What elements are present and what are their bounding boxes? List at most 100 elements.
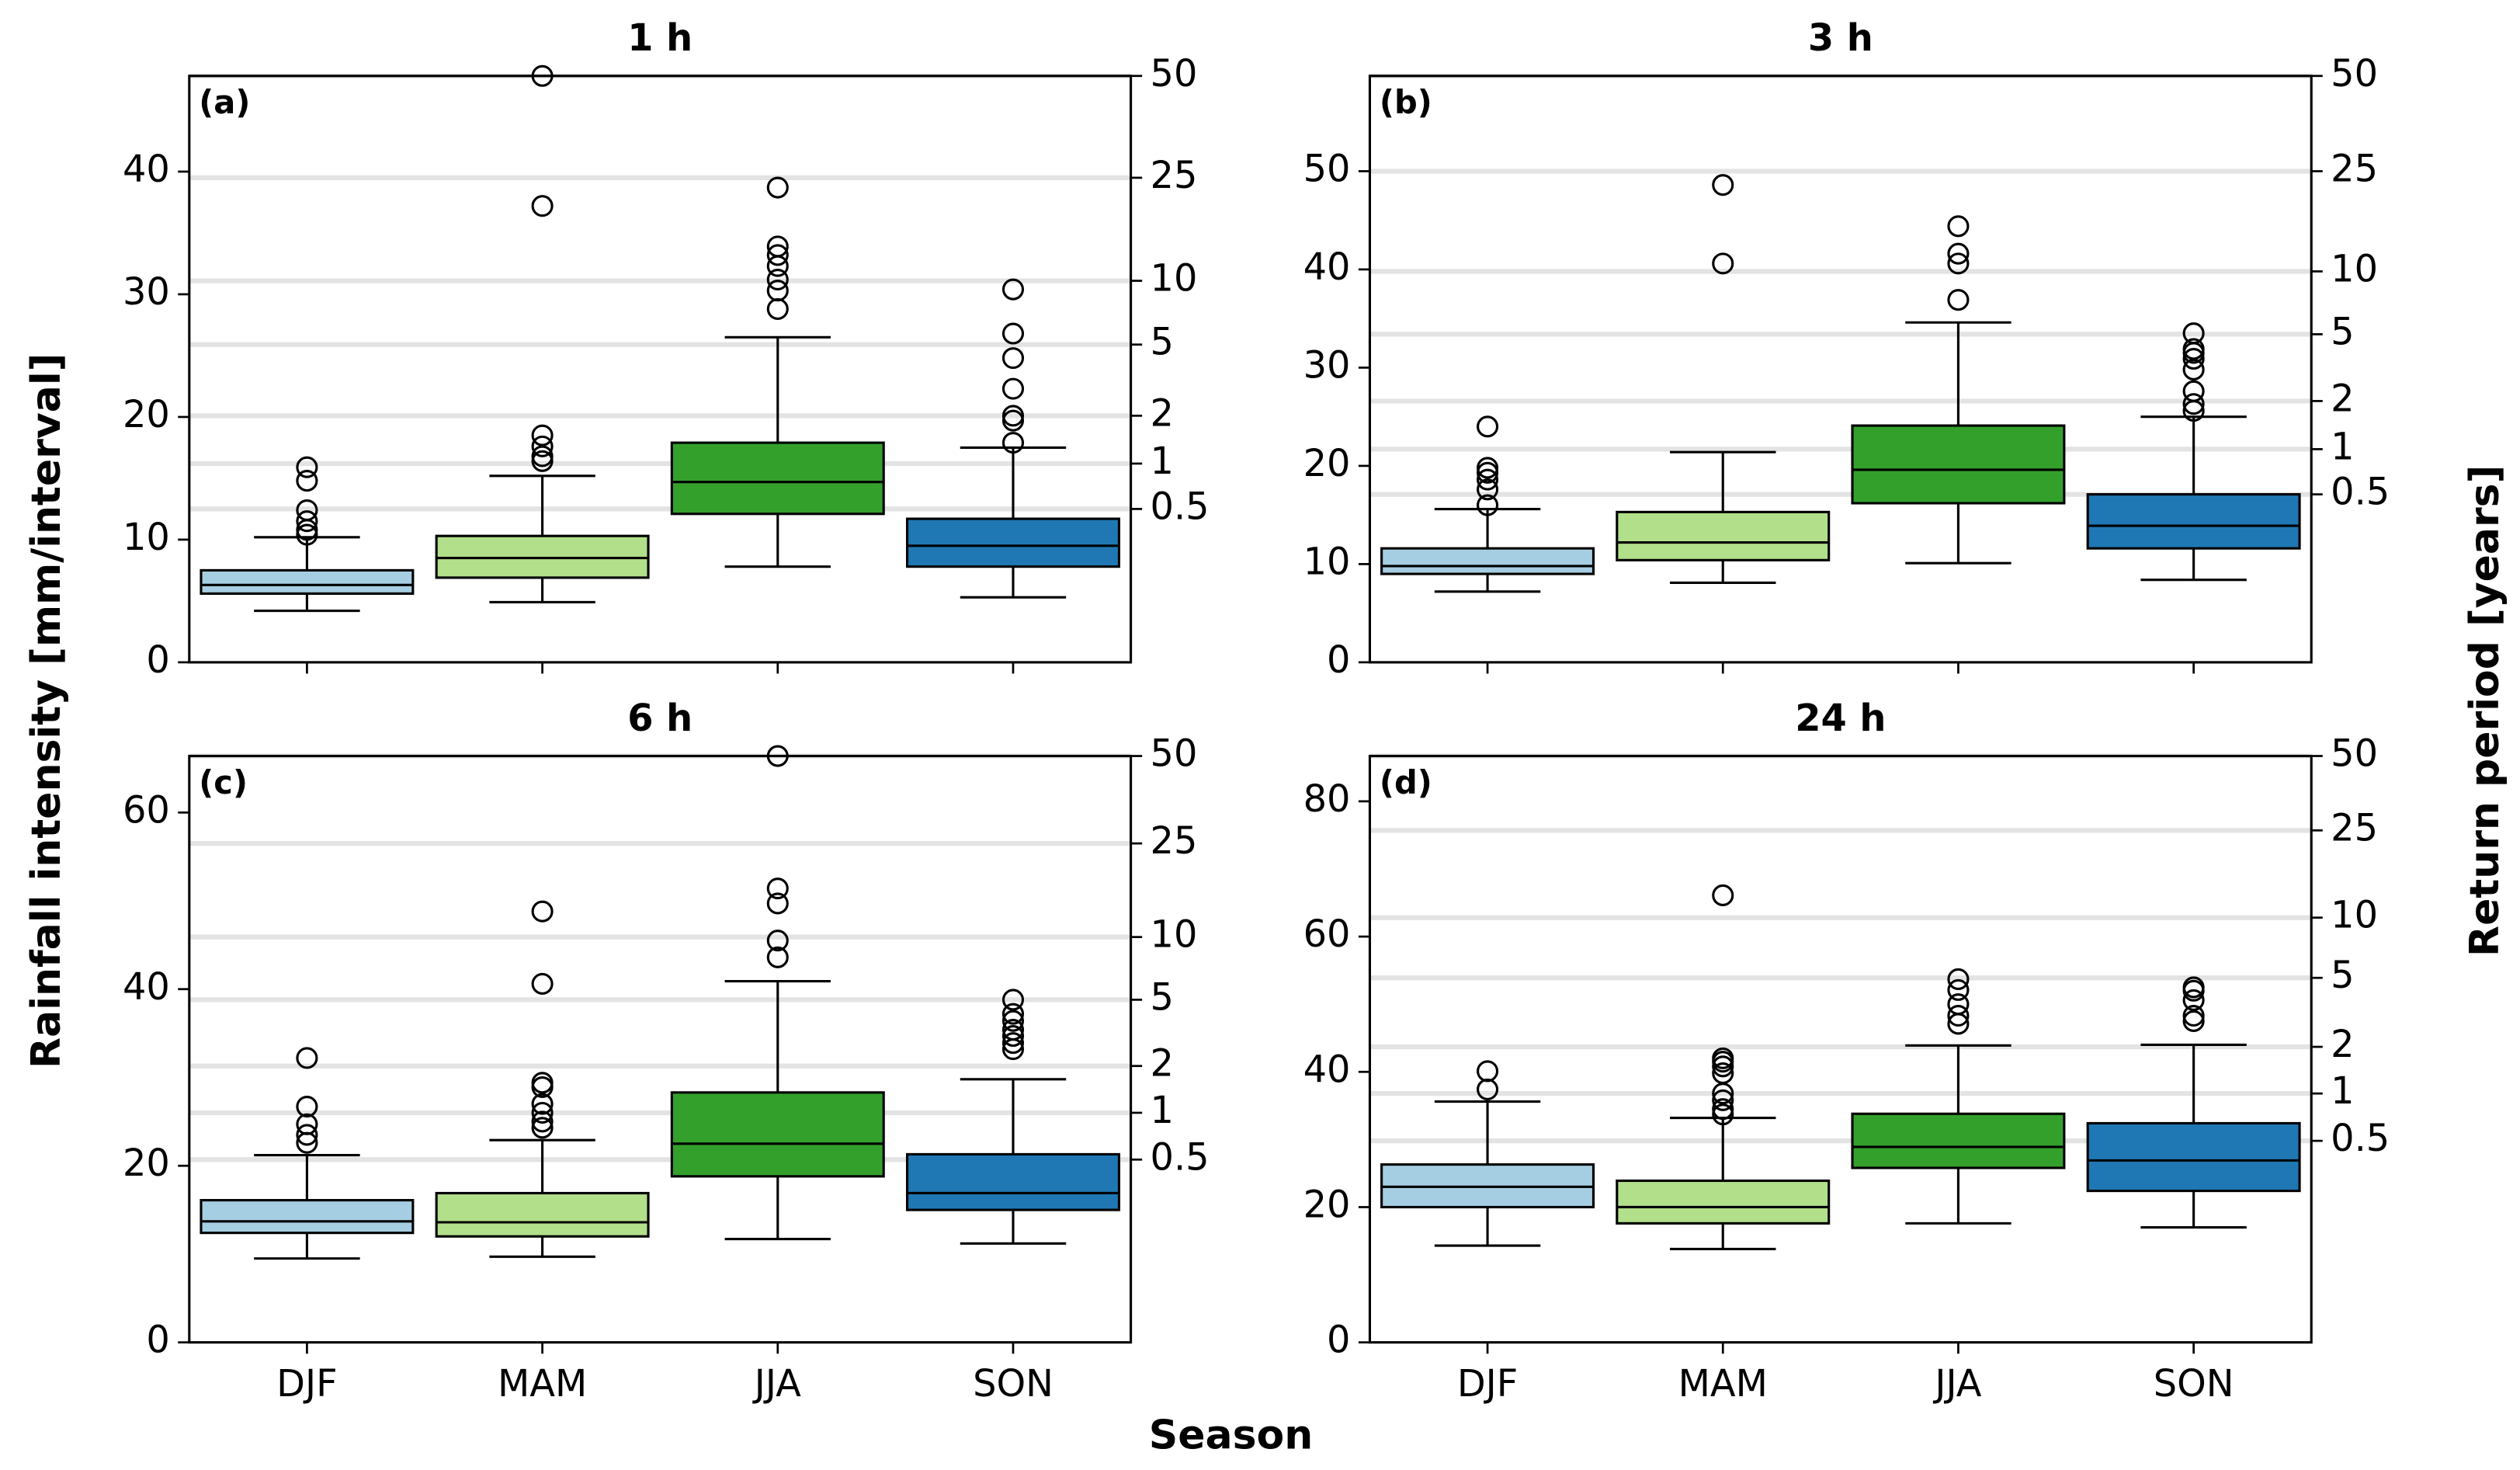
box <box>2086 1121 2301 1193</box>
flier <box>1001 1019 1025 1041</box>
x-tick-label: MAM <box>498 1363 587 1406</box>
x-tick-label: DJF <box>276 1363 337 1406</box>
x-tick-label: SON <box>2154 1363 2234 1406</box>
y2-tick-label: 5 <box>2331 311 2354 353</box>
y2-tick-label: 10 <box>1151 258 1198 301</box>
panel-label: (a) <box>199 83 250 121</box>
y2-tick-label: 1 <box>1151 1089 1174 1132</box>
y2-tick-label: 25 <box>1151 820 1198 863</box>
flier <box>296 1124 318 1146</box>
panel-label: (d) <box>1380 763 1432 801</box>
y2-axis-label: Return period [years] <box>2462 465 2508 957</box>
x-tick-label: JJA <box>752 1363 801 1406</box>
flier <box>1001 1032 1025 1055</box>
y2-tick-label: 50 <box>2331 53 2378 96</box>
box <box>1616 1179 1831 1225</box>
flier <box>766 930 789 952</box>
flier <box>766 892 789 915</box>
y2-tick-label: 0.5 <box>2331 471 2390 514</box>
y-tick-label: 0 <box>1327 1319 1350 1362</box>
flier <box>1477 1078 1499 1100</box>
y2-tick-label: 25 <box>1151 155 1198 197</box>
flier <box>1001 432 1025 454</box>
y2-tick-label: 10 <box>2331 895 2378 937</box>
y2-tick-label: 0.5 <box>1151 1136 1210 1179</box>
y-tick-label: 60 <box>1303 913 1351 956</box>
flier <box>531 195 554 217</box>
flier <box>1947 978 1970 1001</box>
flier <box>531 900 554 923</box>
x-tick-label: JJA <box>1932 1363 1981 1406</box>
flier <box>1947 252 1970 275</box>
y-tick-label: 20 <box>1303 443 1351 485</box>
flier <box>766 946 789 968</box>
flier <box>2182 1004 2205 1027</box>
flier <box>1712 174 1734 196</box>
box <box>435 534 650 579</box>
flier <box>1712 884 1734 907</box>
flier <box>2182 348 2205 370</box>
flier <box>2182 393 2205 415</box>
box <box>435 1191 650 1238</box>
y-tick-label: 60 <box>123 789 170 832</box>
flier <box>1001 347 1025 370</box>
flier <box>2182 989 2205 1011</box>
box <box>1851 424 2066 505</box>
y2-tick-label: 2 <box>2331 1023 2354 1066</box>
flier <box>1712 252 1734 275</box>
flier <box>2182 380 2205 402</box>
y-tick-label: 40 <box>123 966 170 1009</box>
flier <box>766 235 789 258</box>
flier <box>766 244 789 266</box>
x-tick-label: MAM <box>1678 1363 1768 1406</box>
flier <box>2182 322 2205 345</box>
flier <box>1477 457 1499 479</box>
x-tick-label: SON <box>973 1363 1053 1406</box>
box <box>1851 1112 2066 1169</box>
flier <box>766 877 789 900</box>
y-axis-label: Rainfall intensity [mm/interval] <box>23 353 70 1069</box>
y2-tick-label: 50 <box>1151 53 1198 96</box>
flier <box>296 499 318 522</box>
y-tick-label: 20 <box>123 1142 170 1185</box>
y2-tick-label: 1 <box>2331 1070 2354 1113</box>
plot-frame <box>188 75 1133 664</box>
flier <box>531 1117 554 1139</box>
flier <box>531 972 554 995</box>
box <box>670 1091 885 1178</box>
flier <box>531 424 554 447</box>
box <box>905 1152 1120 1211</box>
panel-title: 6 h <box>627 697 692 740</box>
box <box>670 441 885 516</box>
y2-tick-label: 1 <box>2331 426 2354 468</box>
flier <box>1001 989 1025 1011</box>
y2-tick-label: 5 <box>1151 321 1174 364</box>
flier <box>296 1113 318 1135</box>
flier <box>1947 289 1970 311</box>
y2-tick-label: 2 <box>1151 1043 1174 1086</box>
flier <box>1001 278 1025 301</box>
flier <box>766 297 789 320</box>
flier <box>1712 1103 1734 1126</box>
y-tick-label: 20 <box>123 394 170 436</box>
y-tick-label: 40 <box>123 148 170 191</box>
flier <box>1947 1004 1970 1027</box>
flier <box>296 456 318 478</box>
flier <box>531 445 554 467</box>
y-tick-label: 50 <box>1303 148 1351 190</box>
flier <box>531 1072 554 1094</box>
y2-tick-label: 25 <box>2331 148 2378 190</box>
plot-frame <box>1368 75 2313 664</box>
y-tick-label: 40 <box>1303 1048 1351 1091</box>
y-tick-label: 0 <box>146 639 169 682</box>
flier <box>1477 478 1499 501</box>
flier <box>1477 415 1499 438</box>
flier <box>531 1101 554 1124</box>
box <box>905 517 1120 568</box>
flier <box>1477 1060 1499 1083</box>
y-tick-label: 40 <box>1303 246 1351 289</box>
y-tick-label: 20 <box>1303 1183 1351 1226</box>
box <box>1380 547 1595 575</box>
